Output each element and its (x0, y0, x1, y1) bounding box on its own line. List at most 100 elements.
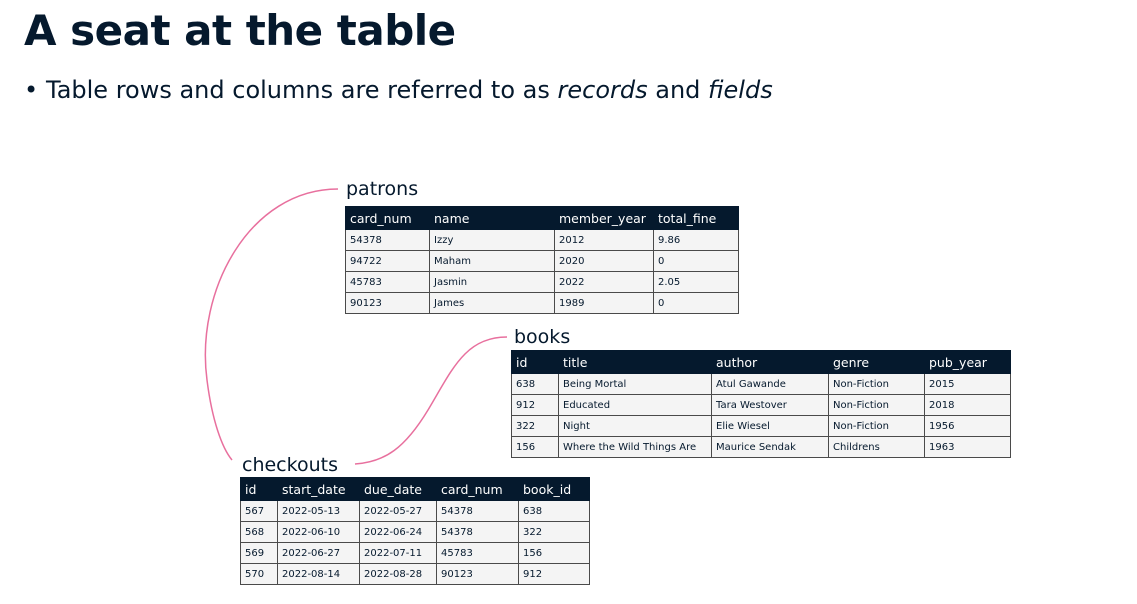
bullet-term-fields: fields (708, 76, 773, 104)
books-cell-pub-year: 2015 (924, 373, 1011, 395)
checkouts-cell-id: 570 (240, 563, 278, 585)
checkouts-table: id start_date due_date card_num book_id 567 20… (240, 477, 590, 585)
checkouts-column-header-start-date: start_date (277, 477, 360, 501)
books-column-header-title: title (558, 350, 712, 374)
patrons-column-header-total-fine: total_fine (653, 206, 739, 230)
books-cell-title: Being Mortal (558, 373, 712, 395)
patrons-cell-name: Jasmin (429, 271, 555, 293)
table-name-patrons: patrons (346, 178, 419, 200)
patrons-cell-member-year: 2012 (554, 229, 654, 251)
books-cell-author: Atul Gawande (711, 373, 829, 395)
table-name-checkouts: checkouts (242, 454, 338, 476)
books-cell-pub-year: 1963 (924, 436, 1011, 458)
table-row: 45783 Jasmin 2022 2.05 (345, 271, 739, 293)
table-row: 94722 Maham 2020 0 (345, 250, 739, 272)
books-cell-pub-year: 2018 (924, 394, 1011, 416)
table-row: 569 2022-06-27 2022-07-11 45783 156 (240, 542, 590, 564)
checkouts-cell-due-date: 2022-05-27 (359, 500, 437, 522)
checkouts-cell-id: 568 (240, 521, 278, 543)
books-header-row: id title author genre pub_year (511, 350, 1011, 374)
table-row: 156 Where the Wild Things Are Maurice Send… (511, 436, 1011, 458)
checkouts-cell-book-id: 638 (518, 500, 590, 522)
table-row: 90123 James 1989 0 (345, 292, 739, 314)
table-row: 567 2022-05-13 2022-05-27 54378 638 (240, 500, 590, 522)
table-row: 54378 Izzy 2012 9.86 (345, 229, 739, 251)
books-cell-genre: Non-Fiction (828, 415, 925, 437)
books-column-header-id: id (511, 350, 559, 374)
books-cell-genre: Childrens (828, 436, 925, 458)
books-cell-id: 322 (511, 415, 559, 437)
patrons-table: card_num name member_year total_fine 54378 Iz… (345, 206, 739, 314)
patrons-cell-card-num: 45783 (345, 271, 430, 293)
patrons-cell-member-year: 2022 (554, 271, 654, 293)
checkouts-cell-book-id: 156 (518, 542, 590, 564)
bullet-text-prefix: Table rows and columns are referred to a… (46, 76, 558, 104)
table-row: 322 Night Elie Wiesel Non-Fiction 1956 (511, 415, 1011, 437)
checkouts-cell-card-num: 54378 (436, 500, 519, 522)
checkouts-cell-due-date: 2022-08-28 (359, 563, 437, 585)
slide-title: A seat at the table (24, 6, 456, 55)
patrons-cell-name: Izzy (429, 229, 555, 251)
table-row: 568 2022-06-10 2022-06-24 54378 322 (240, 521, 590, 543)
checkouts-cell-id: 569 (240, 542, 278, 564)
patrons-column-header-member-year: member_year (554, 206, 654, 230)
patrons-cell-name: Maham (429, 250, 555, 272)
books-table: id title author genre pub_year 638 Being Morta… (511, 350, 1011, 458)
patrons-cell-card-num: 94722 (345, 250, 430, 272)
checkouts-cell-start-date: 2022-05-13 (277, 500, 360, 522)
patrons-cell-card-num: 54378 (345, 229, 430, 251)
checkouts-cell-book-id: 912 (518, 563, 590, 585)
checkouts-column-header-due-date: due_date (359, 477, 437, 501)
books-cell-author: Tara Westover (711, 394, 829, 416)
curve-patrons-to-checkouts (204, 188, 339, 461)
patrons-cell-member-year: 2020 (554, 250, 654, 272)
books-cell-id: 156 (511, 436, 559, 458)
books-cell-title: Where the Wild Things Are (558, 436, 712, 458)
checkouts-cell-start-date: 2022-06-10 (277, 521, 360, 543)
patrons-column-header-card-num: card_num (345, 206, 430, 230)
checkouts-cell-card-num: 90123 (436, 563, 519, 585)
checkouts-cell-card-num: 54378 (436, 521, 519, 543)
patrons-cell-card-num: 90123 (345, 292, 430, 314)
checkouts-header-row: id start_date due_date card_num book_id (240, 477, 590, 501)
table-name-books: books (514, 326, 571, 348)
bullet-term-records: records (557, 76, 648, 104)
books-column-header-genre: genre (828, 350, 925, 374)
patrons-cell-total-fine: 2.05 (653, 271, 739, 293)
bullet-point: • Table rows and columns are referred to … (24, 76, 773, 104)
checkouts-cell-book-id: 322 (518, 521, 590, 543)
table-row: 570 2022-08-14 2022-08-28 90123 912 (240, 563, 590, 585)
books-column-header-pub-year: pub_year (924, 350, 1011, 374)
patrons-cell-member-year: 1989 (554, 292, 654, 314)
books-cell-genre: Non-Fiction (828, 373, 925, 395)
books-column-header-author: author (711, 350, 829, 374)
checkouts-column-header-id: id (240, 477, 278, 501)
books-cell-pub-year: 1956 (924, 415, 1011, 437)
patrons-header-row: card_num name member_year total_fine (345, 206, 739, 230)
curve-books-to-checkouts (354, 336, 508, 465)
checkouts-column-header-book-id: book_id (518, 477, 590, 501)
books-cell-author: Maurice Sendak (711, 436, 829, 458)
patrons-cell-total-fine: 0 (653, 292, 739, 314)
bullet-dot-icon: • (24, 76, 39, 104)
books-cell-id: 912 (511, 394, 559, 416)
checkouts-column-header-card-num: card_num (436, 477, 519, 501)
checkouts-cell-due-date: 2022-06-24 (359, 521, 437, 543)
bullet-text-middle: and (647, 76, 709, 104)
checkouts-cell-card-num: 45783 (436, 542, 519, 564)
patrons-cell-total-fine: 9.86 (653, 229, 739, 251)
table-row: 638 Being Mortal Atul Gawande Non-Fiction 20… (511, 373, 1011, 395)
books-cell-title: Educated (558, 394, 712, 416)
checkouts-cell-start-date: 2022-08-14 (277, 563, 360, 585)
patrons-column-header-name: name (429, 206, 555, 230)
checkouts-cell-due-date: 2022-07-11 (359, 542, 437, 564)
checkouts-cell-id: 567 (240, 500, 278, 522)
books-cell-genre: Non-Fiction (828, 394, 925, 416)
table-row: 912 Educated Tara Westover Non-Fiction 2018 (511, 394, 1011, 416)
checkouts-cell-start-date: 2022-06-27 (277, 542, 360, 564)
books-cell-author: Elie Wiesel (711, 415, 829, 437)
books-cell-id: 638 (511, 373, 559, 395)
patrons-cell-name: James (429, 292, 555, 314)
books-cell-title: Night (558, 415, 712, 437)
